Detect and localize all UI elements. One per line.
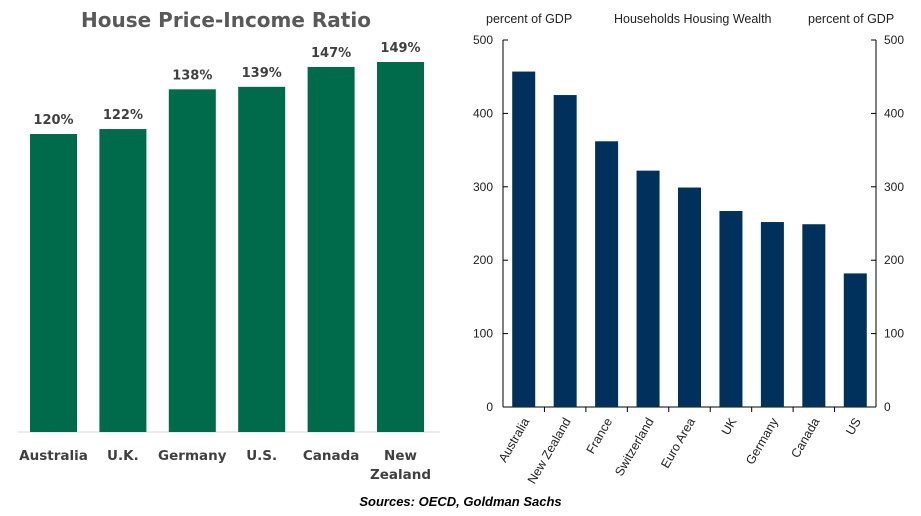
right-left-axis-unit: percent of GDP bbox=[486, 12, 572, 26]
left-category-label: Zealand bbox=[370, 467, 431, 483]
left-bar-value-label: 122% bbox=[103, 108, 143, 123]
right-right-tick-label: 400 bbox=[884, 106, 904, 120]
left-bar-value-label: 147% bbox=[311, 46, 351, 61]
right-bar bbox=[802, 224, 826, 407]
right-left-tick-label: 400 bbox=[473, 106, 493, 120]
left-bar bbox=[377, 62, 424, 432]
left-bar bbox=[30, 134, 77, 432]
right-right-tick-label: 200 bbox=[884, 253, 904, 267]
sources-caption: Sources: OECD, Goldman Sachs bbox=[359, 494, 562, 509]
right-chart-title: Households Housing Wealth bbox=[614, 12, 772, 26]
right-left-tick-label: 500 bbox=[473, 33, 493, 47]
right-right-tick-label: 300 bbox=[884, 180, 904, 194]
right-bar bbox=[512, 71, 536, 407]
right-category-label: Euro Area bbox=[658, 415, 698, 470]
right-bar bbox=[678, 187, 701, 407]
right-right-tick-label: 100 bbox=[884, 327, 904, 341]
right-bar bbox=[595, 141, 619, 408]
left-category-label: U.S. bbox=[246, 448, 277, 464]
right-left-tick-label: 200 bbox=[473, 253, 493, 267]
left-bar bbox=[238, 86, 286, 432]
left-bar-value-label: 149% bbox=[380, 41, 420, 56]
left-bar-value-label: 138% bbox=[172, 68, 212, 83]
right-category-label: France bbox=[584, 415, 616, 456]
right-left-tick-label: 100 bbox=[473, 327, 493, 341]
left-bar-value-label: 120% bbox=[33, 113, 73, 128]
right-category-label: Australia bbox=[496, 415, 532, 464]
right-right-tick-label: 500 bbox=[884, 33, 904, 47]
right-category-label: UK bbox=[719, 415, 740, 438]
right-bar bbox=[843, 273, 867, 407]
right-right-axis-unit: percent of GDP bbox=[808, 12, 894, 26]
right-left-tick-label: 300 bbox=[473, 180, 493, 194]
left-bar bbox=[168, 89, 216, 433]
left-chart-title: House Price-Income Ratio bbox=[81, 8, 371, 32]
right-category-label: Canada bbox=[788, 415, 822, 460]
right-category-label: Switzerland bbox=[612, 415, 656, 478]
left-category-label: New bbox=[384, 448, 417, 464]
right-right-tick-label: 0 bbox=[884, 400, 891, 414]
right-category-label: New Zealand bbox=[525, 415, 574, 486]
left-bar bbox=[307, 66, 355, 433]
right-category-label: US bbox=[843, 416, 864, 438]
left-category-label: U.K. bbox=[107, 448, 139, 464]
right-bar bbox=[719, 211, 743, 407]
right-left-tick-label: 0 bbox=[486, 400, 493, 414]
right-bar bbox=[636, 170, 660, 407]
left-category-label: Canada bbox=[303, 448, 360, 464]
left-bar bbox=[99, 129, 147, 432]
left-bar-value-label: 139% bbox=[242, 66, 282, 81]
right-category-label: Germany bbox=[743, 415, 781, 467]
right-bar bbox=[553, 95, 577, 408]
right-bar bbox=[760, 222, 784, 407]
left-category-label: Australia bbox=[19, 448, 88, 464]
left-category-label: Germany bbox=[158, 448, 227, 464]
